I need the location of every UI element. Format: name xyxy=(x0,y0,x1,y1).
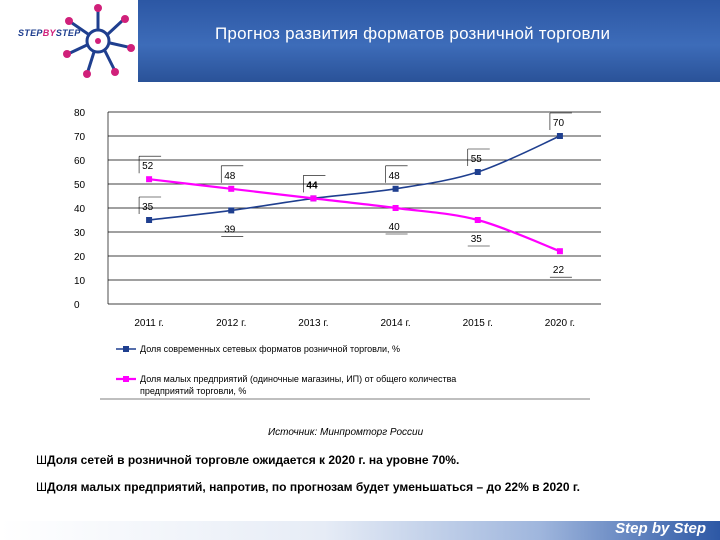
header-bar: STEPBYSTEP Прогноз развития форматов роз… xyxy=(0,0,720,82)
data-label: 48 xyxy=(389,171,401,182)
y-tick-label: 50 xyxy=(74,180,86,191)
data-label: 48 xyxy=(224,171,236,182)
bullet-text: Доля малых предприятий, напротив, по про… xyxy=(47,480,580,494)
data-label: 35 xyxy=(142,202,154,213)
data-label: 70 xyxy=(553,118,565,129)
data-point xyxy=(556,248,563,255)
y-tick-label: 60 xyxy=(74,156,86,167)
x-tick-label: 2013 г. xyxy=(298,318,328,329)
data-label: 35 xyxy=(471,234,483,245)
series-line xyxy=(148,178,561,253)
page-title: Прогноз развития форматов розничной торг… xyxy=(215,24,611,43)
series-line xyxy=(148,135,561,221)
x-tick-label: 2014 г. xyxy=(380,318,410,329)
line-chart: 0 10 20 30 40 50 60 70 80 2011 г. 2012 г. 2013 г. 20… xyxy=(74,108,601,400)
footer-brand: Step by Step xyxy=(615,520,706,537)
data-label: 52 xyxy=(142,161,154,172)
data-point xyxy=(310,195,317,202)
legend-marker xyxy=(123,346,129,352)
data-label: 40 xyxy=(389,222,401,233)
bullet-item: ШДоля сетей в розничной торговле ожидает… xyxy=(36,452,676,469)
data-point xyxy=(474,217,481,223)
data-label: 55 xyxy=(471,154,483,165)
logo-emblem-icon xyxy=(63,4,135,78)
data-point xyxy=(392,185,399,192)
y-tick-label: 30 xyxy=(74,228,86,239)
logo: STEPBYSTEP xyxy=(0,0,138,82)
data-point xyxy=(474,169,481,175)
y-tick-label: 70 xyxy=(74,132,86,143)
y-tick-label: 80 xyxy=(74,108,86,119)
legend-marker xyxy=(123,376,129,382)
x-tick-label: 2020 г. xyxy=(545,318,575,329)
data-point xyxy=(392,205,399,211)
bullet-list: ШДоля сетей в розничной торговле ожидает… xyxy=(36,452,676,506)
x-tick-label: 2011 г. xyxy=(134,318,164,329)
bullet-text: Доля сетей в розничной торговле ожидаетс… xyxy=(47,453,460,467)
data-point xyxy=(228,185,235,192)
legend-label: Доля современных сетевых форматов рознич… xyxy=(140,344,400,354)
y-tick-label: 20 xyxy=(74,252,86,263)
bullet-marker: Ш xyxy=(36,453,47,467)
legend-label: предприятий торговли, % xyxy=(140,386,246,396)
y-tick-label: 40 xyxy=(74,204,86,215)
data-point xyxy=(556,133,563,139)
data-point xyxy=(146,217,153,223)
chart-container: 0 10 20 30 40 50 60 70 80 2011 г. 2012 г. 2013 г. 20… xyxy=(60,92,620,412)
data-label: 44 xyxy=(306,180,318,191)
data-point xyxy=(228,207,235,214)
data-label: 22 xyxy=(553,265,565,276)
bullet-item: ШДоля малых предприятий, напротив, по пр… xyxy=(36,479,676,496)
bullet-marker: Ш xyxy=(36,480,47,494)
logo-text: STEPBYSTEP xyxy=(18,28,81,38)
x-tick-label: 2012 г. xyxy=(216,318,246,329)
x-tick-label: 2015 г. xyxy=(463,318,493,329)
legend-label: Доля малых предприятий (одиночные магази… xyxy=(140,374,456,384)
data-point xyxy=(146,176,153,183)
y-tick-label: 10 xyxy=(74,276,86,287)
footer-bar xyxy=(0,521,720,540)
data-label: 39 xyxy=(224,224,236,235)
y-tick-label: 0 xyxy=(74,300,80,311)
source-note: Источник: Минпромторг России xyxy=(268,427,424,438)
